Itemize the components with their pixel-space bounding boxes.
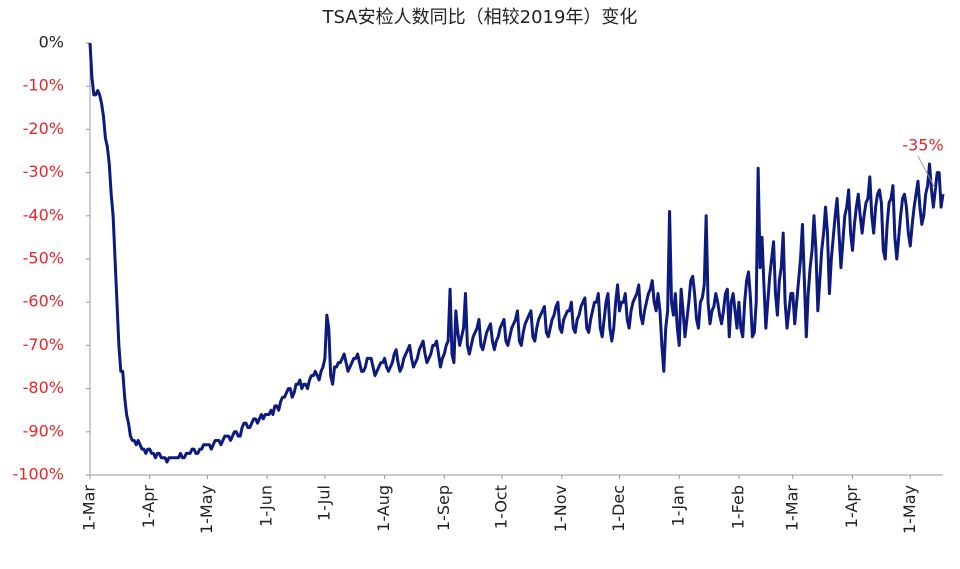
x-tick-label: 1-Oct [492, 485, 511, 529]
y-tick-label: -30% [23, 162, 64, 181]
x-tick-label: 1-Apr [842, 485, 861, 529]
x-tick-label: 1-Jun [257, 485, 276, 527]
y-tick-label: -40% [23, 205, 64, 224]
x-tick-label: 1-May [197, 485, 216, 534]
x-tick-label: 1-Sep [434, 485, 453, 531]
y-tick-label: -10% [23, 76, 64, 95]
chart-title: TSA安检人数同比（相较2019年）变化 [322, 7, 638, 28]
x-tick-label: 1-Aug [374, 485, 393, 532]
y-tick-label: -20% [23, 119, 64, 138]
x-tick-label: 1-Jul [314, 485, 333, 521]
y-tick-label: -90% [23, 421, 64, 440]
x-tick-label: 1-Apr [139, 485, 158, 529]
x-tick-label: 1-Nov [551, 485, 570, 532]
x-tick-label: 1-Dec [609, 485, 628, 532]
y-tick-label: 0% [39, 33, 64, 52]
y-tick-label: -70% [23, 335, 64, 354]
x-tick-label: 1-May [900, 485, 919, 534]
line-series [88, 42, 945, 464]
x-tick-label: 1-Mar [782, 485, 801, 532]
y-tick-label: -100% [12, 465, 64, 484]
x-tick-label: 1-Feb [728, 485, 747, 529]
annotation-leader [917, 155, 936, 189]
y-tick-label: -50% [23, 249, 64, 268]
x-tick-label: 1-Jan [669, 485, 688, 527]
x-tick-label: 1-Mar [80, 485, 99, 532]
y-tick-label: -80% [23, 378, 64, 397]
y-tick-label: -60% [23, 292, 64, 311]
annotation: -35% [902, 136, 943, 155]
